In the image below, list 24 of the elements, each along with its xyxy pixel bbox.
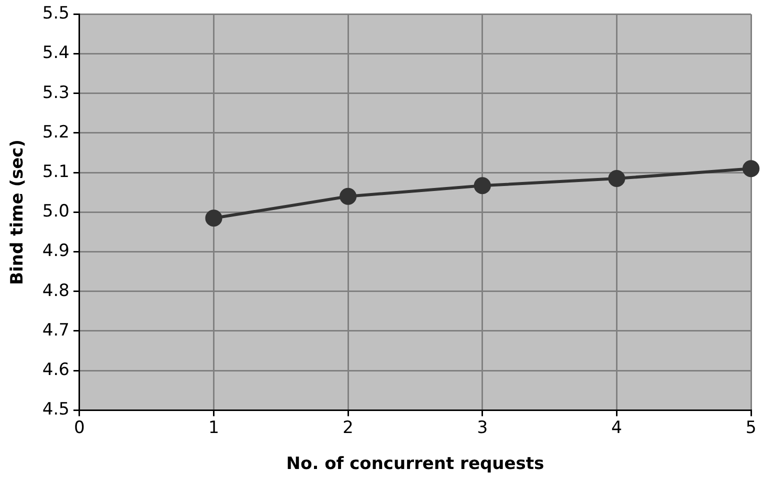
y-tick-label: 4.5 — [42, 400, 70, 420]
y-tick-label: 4.6 — [42, 360, 70, 380]
x-tick-label: 3 — [476, 418, 488, 438]
point — [340, 188, 357, 205]
y-tick-label: 5.0 — [42, 202, 70, 222]
y-tick-label: 4.8 — [42, 280, 70, 301]
x-tick-label: 0 — [74, 418, 85, 438]
point — [474, 177, 491, 194]
y-tick-label: 4.7 — [42, 320, 70, 340]
x-tick-label: 5 — [746, 418, 756, 438]
y-axis-title: Bind time (sec) — [8, 140, 28, 285]
point — [608, 170, 626, 188]
x-tick-label: 4 — [611, 418, 622, 438]
y-tick-label: 5.3 — [42, 82, 70, 103]
point — [205, 210, 222, 227]
x-tick-label: 2 — [342, 418, 354, 438]
y-tick-label: 5.5 — [42, 4, 70, 24]
y-tick-label: 5.2 — [42, 122, 70, 142]
y-tick-label: 4.9 — [42, 241, 70, 262]
point — [742, 160, 760, 178]
y-tick-label: 5.1 — [42, 162, 70, 182]
x-axis-title: No. of concurrent requests — [286, 454, 544, 474]
x-tick-label: 1 — [208, 418, 220, 438]
y-tick-label: 5.4 — [42, 43, 70, 64]
